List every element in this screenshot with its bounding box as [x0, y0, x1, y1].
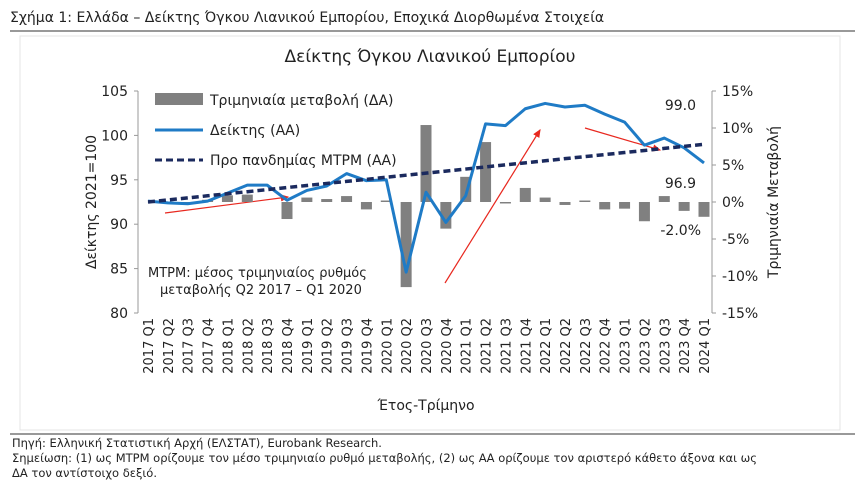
- bar: [560, 202, 571, 205]
- caption: Σχήμα 1: Ελλάδα – Δείκτης Όγκου Λιανικού…: [10, 10, 604, 26]
- y2-tick-label: 10%: [722, 121, 753, 137]
- legend-label: Τριμηνιαία μεταβολή (ΔΑ): [209, 93, 393, 109]
- bar: [540, 198, 551, 202]
- y2-axis-title: Τριμηνιαία Μεταβολή: [766, 126, 782, 279]
- value-label: 99.0: [665, 98, 696, 114]
- x-tick-label: 2018 Q3: [261, 318, 276, 374]
- x-tick-label: 2022 Q2: [559, 318, 574, 374]
- bar: [421, 125, 432, 202]
- y-axis-title: Δείκτης 2021=100: [84, 135, 100, 269]
- x-tick-label: 2017 Q3: [182, 318, 197, 374]
- x-tick-label: 2023 Q2: [638, 318, 653, 374]
- y-tick-label: 90: [110, 217, 128, 233]
- x-tick-label: 2018 Q1: [221, 318, 236, 374]
- y2-tick-label: 0%: [722, 195, 744, 211]
- x-tick-label: 2017 Q2: [162, 318, 177, 374]
- y2-tick-label: -5%: [722, 232, 749, 248]
- bar: [500, 202, 511, 203]
- x-axis-title: Έτος-Τρίμηνο: [376, 398, 474, 414]
- x-tick-label: 2019 Q3: [341, 318, 356, 374]
- x-tick-label: 2023 Q1: [619, 318, 634, 374]
- bar: [301, 198, 312, 202]
- bar: [599, 202, 610, 209]
- legend-key: [155, 93, 203, 105]
- x-tick-label: 2019 Q4: [360, 318, 375, 374]
- x-tick-label: 2020 Q1: [380, 318, 395, 374]
- x-tick-label: 2024 Q1: [698, 318, 713, 374]
- x-tick-label: 2018 Q2: [241, 318, 256, 374]
- bar: [679, 202, 690, 211]
- legend-label: Προ πανδημίας ΜΤΡΜ (ΑΑ): [210, 153, 397, 169]
- bar: [361, 202, 372, 209]
- note: μεταβολής Q2 2017 – Q1 2020: [160, 283, 362, 298]
- y-tick-label: 100: [101, 128, 128, 144]
- x-tick-label: 2021 Q1: [460, 318, 475, 374]
- x-tick-label: 2023 Q3: [658, 318, 673, 374]
- bar: [282, 202, 293, 219]
- x-tick-label: 2020 Q4: [440, 318, 455, 374]
- bar: [699, 202, 710, 217]
- legend-label: Δείκτης (ΑΑ): [210, 123, 300, 139]
- bar: [579, 201, 590, 202]
- x-tick-label: 2017 Q1: [142, 318, 157, 374]
- y2-tick-label: 5%: [722, 158, 744, 174]
- source: Σημείωση: (1) ως ΜΤΡΜ ορίζουμε τον μέσο …: [12, 451, 757, 465]
- y-tick-label: 80: [110, 306, 128, 322]
- source: Πηγή: Ελληνική Στατιστική Αρχή (ΕΛΣΤΑΤ),…: [12, 436, 382, 450]
- x-tick-label: 2020 Q3: [420, 318, 435, 374]
- x-tick-label: 2021 Q4: [519, 318, 534, 374]
- source: ΔΑ τον αντίστοιχο δεξιό.: [12, 466, 157, 480]
- bar: [401, 202, 412, 287]
- x-tick-label: 2020 Q2: [400, 318, 415, 374]
- x-tick-label: 2018 Q4: [281, 318, 296, 374]
- x-tick-label: 2022 Q3: [579, 318, 594, 374]
- bar: [341, 196, 352, 202]
- x-tick-label: 2022 Q1: [539, 318, 554, 374]
- x-tick-label: 2019 Q2: [321, 318, 336, 374]
- x-tick-label: 2021 Q2: [480, 318, 495, 374]
- x-tick-label: 2017 Q4: [202, 318, 217, 374]
- x-tick-label: 2022 Q4: [599, 318, 614, 374]
- bar: [480, 142, 491, 202]
- bar: [659, 196, 670, 202]
- note: ΜΤΡΜ: μέσος τριμηνιαίος ρυθμός: [148, 266, 367, 281]
- bar: [520, 188, 531, 202]
- bar: [321, 199, 332, 202]
- bar: [639, 202, 650, 221]
- y-tick-label: 105: [101, 84, 128, 100]
- y-tick-label: 95: [110, 173, 128, 189]
- chart-title: Δείκτης Όγκου Λιανικού Εμπορίου: [285, 47, 576, 67]
- y2-tick-label: 15%: [722, 84, 753, 100]
- x-tick-label: 2023 Q4: [678, 318, 693, 374]
- bar: [619, 202, 630, 209]
- bar: [242, 195, 253, 202]
- x-tick-label: 2019 Q1: [301, 318, 316, 374]
- y2-tick-label: -10%: [722, 269, 758, 285]
- y-tick-label: 85: [110, 262, 128, 278]
- value-label: 96.9: [665, 176, 696, 192]
- bar: [222, 195, 233, 202]
- y2-tick-label: -15%: [722, 306, 758, 322]
- value-label: -2.0%: [660, 223, 701, 239]
- x-tick-label: 2021 Q3: [499, 318, 514, 374]
